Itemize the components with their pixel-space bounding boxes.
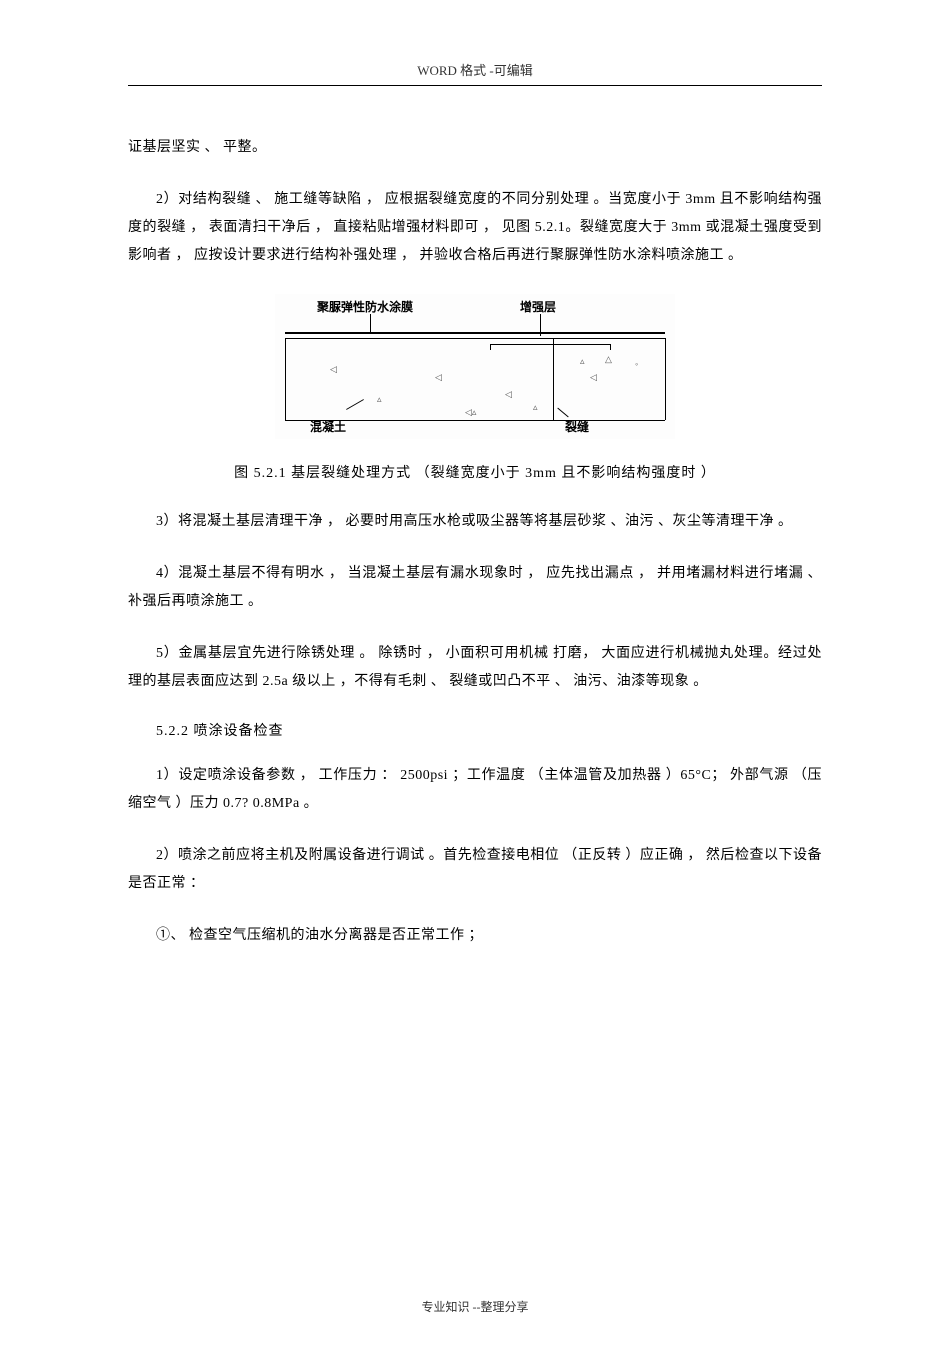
section-heading-522: 5.2.2 喷涂设备检查 bbox=[128, 720, 822, 740]
paragraph-522-item-1: 1）设定喷涂设备参数 ， 工作压力 ： 2500psi ；工作温度 （主体温管及… bbox=[128, 762, 822, 818]
figure-concrete-right bbox=[665, 338, 666, 420]
figure-speck: ◁▵ bbox=[465, 407, 476, 418]
figure-reinforce-edge bbox=[490, 344, 491, 350]
figure-speck: △ bbox=[605, 354, 612, 365]
paragraph-item-5: 5）金属基层宜先进行除锈处理 。 除锈时 ， 小面积可用机械 打磨， 大面应进行… bbox=[128, 640, 822, 696]
page-footer: 专业知识 --整理分享 bbox=[0, 1298, 950, 1315]
page-header: WORD 格式 -可编辑 bbox=[128, 60, 822, 86]
figure-concrete-left bbox=[285, 338, 286, 420]
figure-leader-line bbox=[346, 399, 364, 410]
figure-speck: ◁ bbox=[435, 372, 442, 383]
figure-caption: 图 5.2.1 基层裂缝处理方式 （裂缝宽度小于 3mm 且不影响结构强度时 ） bbox=[128, 462, 822, 482]
footer-text: 专业知识 --整理分享 bbox=[422, 1300, 529, 1314]
figure-crack-line bbox=[553, 338, 554, 420]
figure-leader-line bbox=[557, 408, 568, 418]
figure-speck: ▵ bbox=[377, 394, 382, 405]
figure-speck: ◁ bbox=[505, 389, 512, 400]
paragraph-item-2: 2）对结构裂缝 、 施工缝等缺陷 ， 应根据裂缝宽度的不同分别处理 。当宽度小于… bbox=[128, 186, 822, 270]
figure-5-2-1: 聚脲弹性防水涂膜 增强层 ◁ ▵ ◁ ◁▵ ◁ ▵ bbox=[275, 294, 675, 439]
figure-reinforce-line bbox=[490, 344, 610, 345]
figure-leader-line bbox=[370, 314, 371, 332]
paragraph-continuation: 证基层坚实 、 平整。 bbox=[128, 134, 822, 162]
figure-coating-line-bot bbox=[285, 338, 665, 339]
figure-container: 聚脲弹性防水涂膜 增强层 ◁ ▵ ◁ ◁▵ ◁ ▵ bbox=[128, 294, 822, 444]
figure-speck: ▵ bbox=[580, 356, 585, 367]
paragraph-item-3: 3）将混凝土基层清理干净 ， 必要时用高压水枪或吸尘器等将基层砂浆 、油污 、灰… bbox=[128, 508, 822, 536]
figure-label-reinforce: 增强层 bbox=[520, 298, 556, 315]
figure-label-coating: 聚脲弹性防水涂膜 bbox=[317, 298, 413, 315]
figure-label-crack: 裂缝 bbox=[565, 418, 589, 435]
paragraph-item-4: 4）混凝土基层不得有明水 ， 当混凝土基层有漏水现象时 ， 应先找出漏点 ， 并… bbox=[128, 560, 822, 616]
figure-reinforce-edge bbox=[610, 344, 611, 350]
paragraph-522-item-2: 2）喷涂之前应将主机及附属设备进行调试 。首先检查接电相位 （正反转 ）应正确 … bbox=[128, 842, 822, 898]
paragraph-522-subitem-1: ①、 检查空气压缩机的油水分离器是否正常工作 ； bbox=[128, 922, 822, 950]
figure-speck: ◁ bbox=[330, 364, 337, 375]
page-body: WORD 格式 -可编辑 证基层坚实 、 平整。 2）对结构裂缝 、 施工缝等缺… bbox=[0, 0, 950, 1014]
figure-speck: ◦ bbox=[635, 359, 638, 369]
figure-speck: ▵ bbox=[533, 402, 538, 413]
header-text: WORD 格式 -可编辑 bbox=[417, 63, 533, 78]
figure-label-concrete: 混凝土 bbox=[310, 418, 346, 435]
figure-speck: ◁ bbox=[590, 372, 597, 383]
figure-coating-line-top bbox=[285, 332, 665, 334]
